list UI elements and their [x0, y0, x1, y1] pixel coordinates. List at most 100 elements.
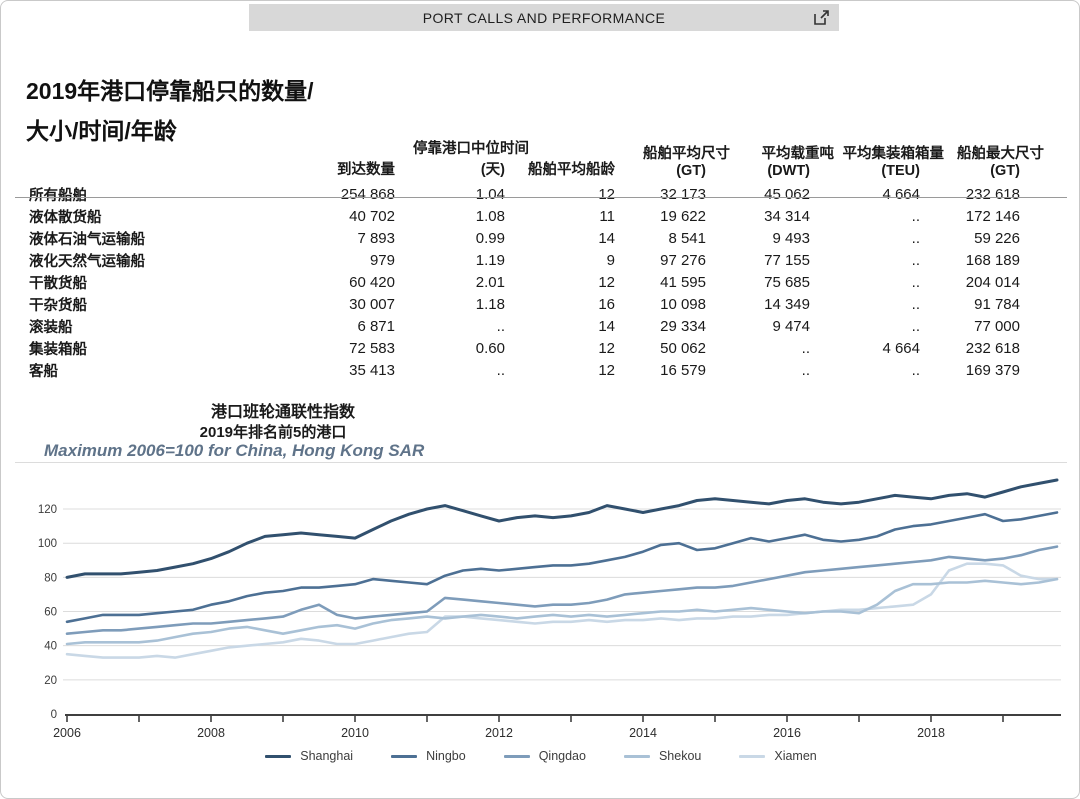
ship-type-label: 所有船舶	[29, 187, 87, 204]
legend-label: Shanghai	[300, 749, 354, 763]
table-cell-value: ..	[496, 317, 505, 335]
table-cell-value: 1.18	[475, 295, 505, 313]
table-row: 滚装船 6 871.. 14 29 334 9 474.. 77 000	[13, 315, 1032, 337]
chart-note: Maximum 2006=100 for China, Hong Kong SA…	[44, 441, 425, 460]
column-header: 停靠港口中位时间 (天)	[413, 141, 529, 178]
table-cell-value: ..	[911, 317, 920, 335]
ship-type-label: 干散货船	[29, 275, 87, 292]
table-cell-value: 11	[599, 207, 615, 225]
table-cell-value: 9 493	[772, 229, 810, 247]
table-cell-value: 30 007	[349, 295, 395, 313]
legend-label: Xiamen	[774, 749, 817, 763]
x-axis-tick-label: 2014	[629, 726, 657, 740]
ship-type-label: 集装箱船	[29, 341, 87, 358]
legend-swatch	[739, 754, 766, 758]
table-cell-value: 8 541	[668, 229, 706, 247]
series-line-shanghai	[65, 478, 1059, 579]
table-cell-value: 254 868	[340, 185, 395, 203]
x-axis-tick-label: 2006	[53, 726, 81, 740]
y-axis-tick-label: 0	[51, 709, 57, 721]
table-cell-value: 4 664	[882, 185, 920, 203]
series-line-ningbo	[65, 511, 1059, 624]
y-axis-tick-label: 20	[44, 675, 57, 687]
y-axis-tick-label: 40	[44, 641, 57, 653]
series-line-qingdao	[65, 545, 1059, 635]
table-cell-value: 12	[598, 185, 615, 203]
column-header-empty	[13, 137, 323, 183]
table-row: 集装箱船 72 583 0.60 12 50 062.. 4 664 232 618	[13, 337, 1032, 359]
ship-table-head: 到达数量 停靠港口中位时间 (天) 船舶平均船龄 船舶平均尺寸 (GT) 平均载重吨 (DWT…	[13, 137, 1044, 183]
external-link-icon[interactable]	[813, 9, 830, 26]
table-row: 液体石油气运输船 7 893 0.99 14 8 541 9 493.. 59 226	[13, 227, 1032, 249]
table-row: 所有船舶 254 868 1.04 12 32 173 45 062 4 664 232 61…	[13, 183, 1032, 205]
table-cell-value: 77 000	[974, 317, 1020, 335]
x-axis-tick-label: 2016	[773, 726, 801, 740]
ship-type-label: 液化天然气运输船	[29, 253, 145, 270]
column-header: 到达数量	[337, 162, 395, 178]
table-cell-value: 232 618	[965, 185, 1020, 203]
table-row: 液化天然气运输船 979 1.19 9 97 276 77 155.. 168 189	[13, 249, 1032, 271]
legend-swatch	[503, 754, 530, 758]
table-cell-value: 12	[598, 273, 615, 291]
table-cell-value: 12	[598, 339, 615, 357]
table-cell-value: 14	[598, 229, 615, 247]
table-cell-value: 97 276	[660, 251, 706, 269]
table-cell-value: 0.60	[475, 339, 505, 357]
y-axis-tick-label: 60	[44, 607, 57, 619]
table-header-row: 到达数量 停靠港口中位时间 (天) 船舶平均船龄 船舶平均尺寸 (GT) 平均载重吨 (DWT…	[13, 137, 1044, 183]
table-row: 干杂货船 30 007 1.18 16 10 098 14 349.. 91 784	[13, 293, 1032, 315]
table-cell-value: 0.99	[475, 229, 505, 247]
ship-table-body: 所有船舶 254 868 1.04 12 32 173 45 062 4 664 232 61…	[13, 183, 1032, 381]
table-cell-value: 75 685	[764, 273, 810, 291]
legend-item-qingdao: Qingdao	[503, 749, 586, 763]
x-axis-tick-label: 2018	[917, 726, 945, 740]
table-cell-value: 9	[606, 251, 615, 269]
legend-label: Shekou	[658, 749, 702, 763]
column-header: 船舶平均船龄	[528, 162, 615, 178]
ship-type-label: 客船	[29, 363, 58, 380]
page-title-line1: 2019年港口停靠船只的数量/	[26, 78, 314, 104]
table-cell-value: 172 146	[965, 207, 1020, 225]
table-cell-value: ..	[911, 295, 920, 313]
table-cell-value: ..	[496, 361, 505, 379]
connectivity-chart: 0 20 40 60 80 100 120 2006 2008 2010 2012 2014 2016 2…	[38, 478, 1061, 740]
legend-swatch	[391, 754, 418, 758]
table-cell-value: 29 334	[660, 317, 706, 335]
legend-item-xiamen: Xiamen	[739, 749, 817, 763]
legend-label: Qingdao	[538, 749, 586, 763]
table-cell-value: 232 618	[965, 339, 1020, 357]
table-cell-value: 19 622	[660, 207, 706, 225]
chart-top-rule	[15, 462, 1067, 463]
legend-item-ningbo: Ningbo	[391, 749, 466, 763]
y-axis-tick-label: 80	[44, 572, 57, 584]
x-axis-tick-label: 2012	[485, 726, 513, 740]
table-header-rule	[15, 197, 1067, 198]
table-cell-value: 34 314	[764, 207, 810, 225]
page-title-line2: 大小/时间/年龄	[26, 118, 177, 144]
table-cell-value: 16	[598, 295, 615, 313]
legend-swatch	[623, 754, 650, 758]
column-header: 平均载重吨 (DWT)	[761, 146, 835, 179]
column-header: 平均集装箱箱量 (TEU)	[842, 146, 945, 179]
table-cell-value: 10 098	[660, 295, 706, 313]
table-cell-value: 35 413	[349, 361, 395, 379]
section-header-bar: PORT CALLS AND PERFORMANCE	[249, 4, 839, 31]
table-row: 干散货船 60 420 2.01 12 41 595 75 685.. 204 014	[13, 271, 1032, 293]
table-cell-value: 14	[598, 317, 615, 335]
table-cell-value: 2.01	[475, 273, 505, 291]
legend-item-shekou: Shekou	[623, 749, 702, 763]
chart-title: 港口班轮通联性指数	[210, 404, 355, 421]
x-axis-tick-label: 2010	[341, 726, 369, 740]
y-axis-tick-label: 100	[38, 538, 57, 550]
table-cell-value: 1.08	[475, 207, 505, 225]
table-cell-value: 50 062	[660, 339, 706, 357]
table-cell-value: ..	[911, 361, 920, 379]
table-cell-value: 1.04	[475, 185, 505, 203]
table-cell-value: ..	[801, 339, 810, 357]
table-cell-value: 16 579	[660, 361, 706, 379]
table-cell-value: 72 583	[349, 339, 395, 357]
table-cell-value: ..	[911, 251, 920, 269]
column-header: 船舶最大尺寸 (GT)	[957, 146, 1044, 179]
table-cell-value: 32 173	[660, 185, 706, 203]
